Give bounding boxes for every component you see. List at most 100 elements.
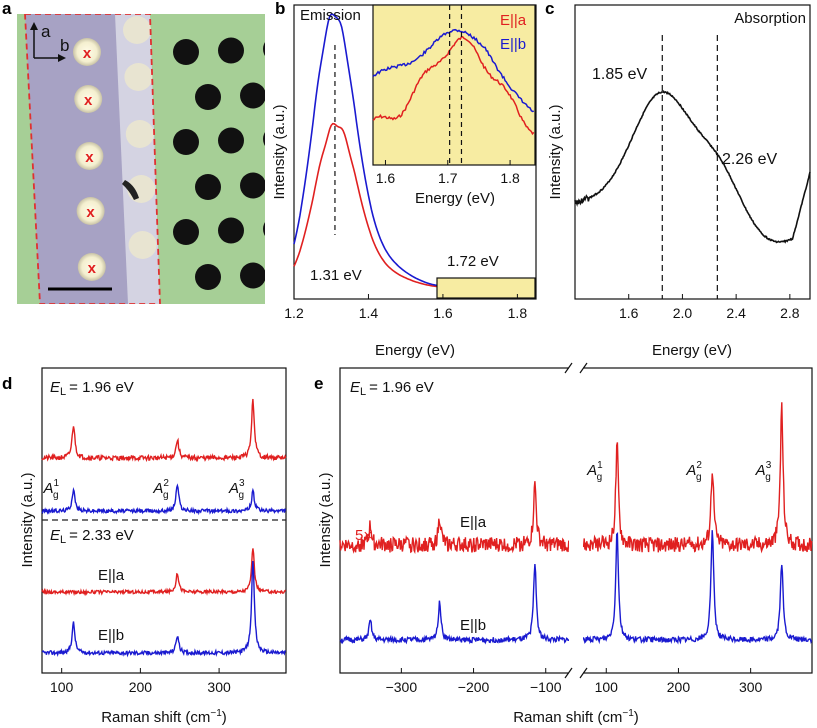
raman-d-series — [41, 398, 287, 463]
raman-e-series — [339, 563, 572, 645]
annotation-1-31-ev: 1.31 eV — [310, 267, 362, 284]
panel-c-frame — [574, 4, 811, 300]
edge-hole — [125, 120, 154, 148]
panel-d-chart: EL = 1.96 eV EL = 2.33 eV A1 g A2 g A3 g E||a E… — [19, 367, 287, 726]
panel-label-e: e — [314, 374, 323, 393]
panel-label-a: a — [2, 0, 12, 18]
edge-hole — [128, 231, 157, 259]
legend-e-e-a: E||a — [460, 514, 487, 531]
substrate-hole — [263, 222, 265, 236]
mode-label-d: A3 g — [228, 478, 245, 501]
substrate-hole — [240, 82, 265, 109]
substrate-hole — [173, 129, 199, 155]
mode-label-d: A1 g — [42, 478, 59, 501]
x-tick-label: 1.2 — [284, 305, 304, 321]
substrate-hole — [218, 308, 244, 334]
panel-d-xlabel: Raman shift (cm−1) — [101, 708, 227, 726]
x-tick-label: 2.4 — [726, 305, 746, 321]
panel-label-c: c — [545, 0, 554, 18]
panel-e-x-ticks: −300 −200 −100 100 200 300 — [386, 668, 763, 695]
marker-x: x — [88, 260, 97, 277]
x-tick-label: 300 — [207, 679, 231, 695]
panel-e-mode-labels: A1 g A2 g A3 g — [586, 460, 772, 483]
axis-a-label: a — [41, 22, 51, 41]
mode-label-e: A2 g — [685, 460, 702, 483]
absorption-series — [574, 90, 811, 244]
sample-hole — [73, 38, 101, 66]
inset-series-e-b — [372, 28, 534, 113]
mode-label-e: A3 g — [755, 460, 772, 483]
panel-b-ylabel: Intensity (a.u.) — [271, 104, 288, 199]
panel-b-x-ticks: 1.2 1.4 1.6 1.8 — [284, 294, 527, 321]
panel-a-image: x x x x x a b — [17, 14, 311, 334]
substrate-hole — [218, 127, 244, 154]
panel-d-ylabel: Intensity (a.u.) — [19, 472, 36, 567]
substrate-hole — [195, 174, 221, 200]
substrate-hole — [240, 262, 265, 289]
x-tick-label: 2.0 — [673, 305, 693, 321]
panel-c-xlabel: Energy (eV) — [652, 342, 732, 359]
x-tick-label: 1.8 — [508, 305, 528, 321]
sample-hole — [77, 253, 106, 281]
sample-hole — [75, 142, 104, 170]
marker-x: x — [86, 204, 95, 221]
x-tick-label: 1.6 — [433, 305, 453, 321]
annotation-1-85-ev: 1.85 eV — [592, 66, 647, 83]
marker-x: x — [83, 45, 92, 62]
mode-label-e: A1 g — [586, 460, 603, 483]
x-tick-label: −100 — [530, 679, 562, 695]
panel-c-x-ticks: 1.6 2.0 2.4 2.8 — [619, 294, 800, 321]
annotation-2-26-ev: 2.26 eV — [722, 151, 777, 168]
substrate-hole — [218, 37, 244, 64]
panel-b-xlabel: Energy (eV) — [375, 342, 455, 359]
substrate-hole — [173, 39, 199, 65]
inset-x-ticks: 1.6 1.7 1.8 — [376, 160, 520, 186]
edge-hole — [123, 16, 151, 44]
panel-b-chart: Emission 1.31 eV 1.72 eV Intensity (a.u.… — [271, 4, 537, 359]
absorption-title: Absorption — [734, 10, 806, 27]
axis-break-gap — [569, 364, 583, 676]
flake-edge — [115, 14, 160, 304]
raman-e-series — [580, 530, 813, 645]
panel-label-b: b — [275, 0, 285, 18]
x-tick-label: 100 — [595, 679, 619, 695]
inset-series-e-a — [372, 36, 535, 136]
x-tick-label: 300 — [739, 679, 763, 695]
inset-legend-e-a: E||a — [500, 12, 527, 29]
measurement-markers: x x x x x — [83, 45, 97, 277]
raman-d-series — [41, 560, 287, 658]
legend-d-e-a: E||a — [98, 567, 125, 584]
substrate-hole — [195, 264, 221, 290]
inset-legend-e-b: E||b — [500, 36, 526, 53]
panel-label-d: d — [2, 374, 12, 393]
substrate-hole — [195, 84, 221, 110]
x-tick-label: 200 — [667, 679, 691, 695]
legend-e-e-b: E||b — [460, 617, 486, 634]
annotation-1-72-ev: 1.72 eV — [447, 253, 499, 270]
inset-xlabel: Energy (eV) — [415, 190, 495, 207]
x-tick-label: 100 — [50, 679, 74, 695]
panel-e-chart: EL = 1.96 eV 5× E||a E||b A1 g A2 g A3 g Inten… — [317, 362, 813, 726]
substrate-hole — [263, 42, 265, 56]
marker-x: x — [84, 92, 93, 109]
panel-e-ylabel: Intensity (a.u.) — [317, 472, 334, 567]
raman-d-series — [41, 483, 287, 516]
multiplier-label: 5× — [355, 527, 372, 544]
excitation-label-e: EL = 1.96 eV — [350, 379, 434, 398]
x-tick-label: 200 — [129, 679, 153, 695]
inset-frame — [372, 4, 536, 166]
excitation-label-1-96: EL = 1.96 eV — [50, 379, 134, 398]
substrate-hole — [285, 171, 311, 197]
axis-b-label: b — [60, 36, 69, 55]
substrate-hole — [285, 81, 311, 107]
marker-x: x — [85, 149, 94, 166]
flake-outline — [24, 14, 161, 304]
defect-particle — [122, 180, 139, 200]
raman-d-series — [41, 548, 287, 597]
substrate-hole — [285, 261, 311, 287]
raman-e-series — [580, 402, 813, 554]
inset-tick-label: 1.6 — [376, 170, 396, 186]
substrate-hole — [173, 219, 199, 245]
panel-c-ylabel: Intensity (a.u.) — [547, 104, 564, 199]
